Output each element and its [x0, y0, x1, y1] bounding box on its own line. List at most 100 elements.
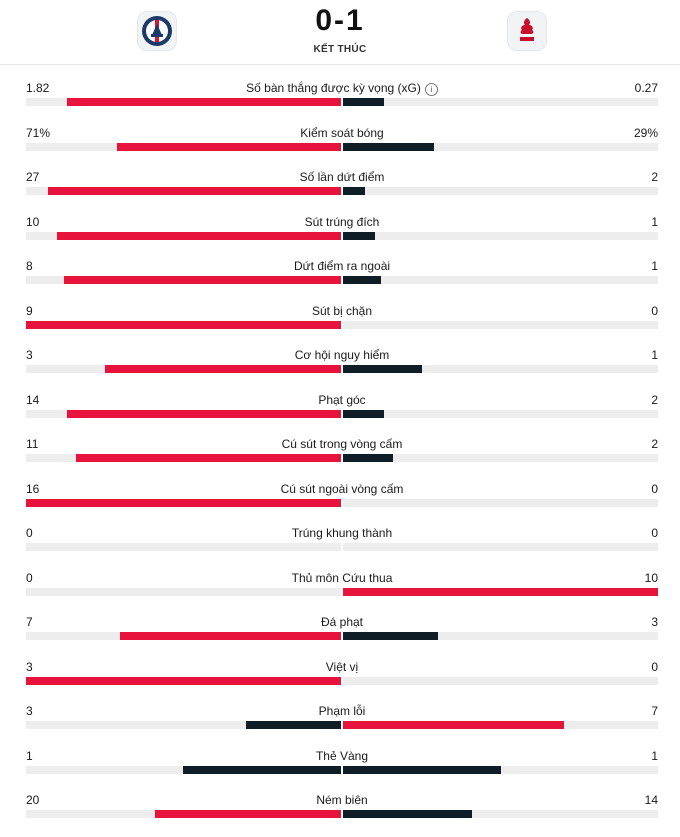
stat-row: 0 Thủ môn Cứu thua 10: [0, 571, 680, 615]
stat-label-text: Số lần dứt điểm: [299, 170, 385, 184]
away-value: 29%: [633, 126, 658, 140]
stat-label-text: Phạm lỗi: [318, 704, 366, 718]
home-bar-fill: [48, 187, 341, 195]
home-value: 3: [26, 660, 33, 674]
home-value: 14: [26, 393, 40, 407]
away-value: 2: [651, 393, 658, 407]
away-bar-track: [343, 98, 658, 106]
home-bar-track: [26, 365, 341, 373]
home-bar-fill: [76, 454, 341, 462]
home-bar-track: [26, 98, 341, 106]
away-bar-track: [343, 632, 658, 640]
stat-label: Phạt góc: [0, 393, 680, 407]
stat-label-text: Thẻ Vàng: [315, 749, 369, 763]
stat-label: Sút trúng đích: [0, 215, 680, 229]
away-bar-fill: [343, 276, 381, 284]
home-bar-fill: [26, 321, 341, 329]
away-value: 0: [651, 304, 658, 318]
away-bar-track: [343, 721, 658, 729]
stat-label: Việt vị: [0, 660, 680, 674]
home-value: 11: [26, 437, 39, 451]
stat-label-text: Thủ môn Cứu thua: [291, 571, 393, 585]
home-bar-track: [26, 766, 341, 774]
liverpool-crest-icon[interactable]: [507, 11, 547, 51]
away-bar-fill: [343, 766, 501, 774]
away-value: 0.27: [634, 81, 658, 95]
home-bar-fill: [183, 766, 341, 774]
home-value: 27: [26, 170, 40, 184]
away-bar-track: [343, 410, 658, 418]
stat-label-text: Đá phạt: [320, 615, 364, 629]
psg-crest-icon[interactable]: [137, 11, 177, 51]
stat-row: 11 Cú sút trong vòng cấm 2: [0, 437, 680, 481]
stat-label: Thẻ Vàng: [0, 749, 680, 763]
home-value: 3: [26, 704, 33, 718]
away-bar-track: [343, 321, 658, 329]
away-value: 1: [651, 259, 658, 273]
away-bar-fill: [343, 143, 434, 151]
info-icon[interactable]: i: [424, 83, 438, 96]
stat-label-text: Sút trúng đích: [304, 215, 380, 229]
stat-label-text: Việt vị: [325, 660, 359, 674]
stat-label: Số lần dứt điểm: [0, 170, 680, 184]
home-bar-fill: [246, 721, 341, 729]
home-value: 71%: [26, 126, 51, 140]
stat-row: 0 Trúng khung thành 0: [0, 526, 680, 570]
stat-row: 14 Phạt góc 2: [0, 393, 680, 437]
home-bar-fill: [26, 677, 341, 685]
away-bar-fill: [343, 98, 384, 106]
home-bar-track: [26, 499, 341, 507]
home-bar-track: [26, 410, 341, 418]
home-value: 8: [26, 259, 33, 273]
home-value: 0: [26, 526, 33, 540]
stat-row: 71% Kiểm soát bóng 29%: [0, 126, 680, 170]
away-bar-fill: [343, 454, 393, 462]
home-bar-track: [26, 810, 341, 818]
stat-label: Thủ môn Cứu thua: [0, 571, 680, 585]
away-value: 1: [651, 348, 658, 362]
stat-label: Trúng khung thành: [0, 526, 680, 540]
stat-row: 20 Ném biên 14: [0, 793, 680, 837]
away-bar-fill: [343, 810, 472, 818]
away-value: 0: [651, 526, 658, 540]
stat-label: Kiểm soát bóng: [0, 126, 680, 140]
away-bar-track: [343, 677, 658, 685]
away-value: 2: [651, 170, 658, 184]
stat-row: 8 Dứt điểm ra ngoài 1: [0, 259, 680, 303]
home-bar-track: [26, 632, 341, 640]
match-score: 0-1: [315, 4, 365, 37]
stat-row: 3 Cơ hội nguy hiểm 1: [0, 348, 680, 392]
away-bar-track: [343, 365, 658, 373]
match-header: 0-1 KẾT THÚC: [0, 0, 680, 64]
stat-row: 3 Phạm lỗi 7: [0, 704, 680, 748]
home-bar-track: [26, 677, 341, 685]
home-bar-fill: [117, 143, 341, 151]
away-value: 0: [651, 660, 658, 674]
away-bar-track: [343, 499, 658, 507]
home-value: 1: [26, 749, 33, 763]
stat-label: Dứt điểm ra ngoài: [0, 259, 680, 273]
away-value: 1: [651, 215, 658, 229]
stat-label: Ném biên: [0, 793, 680, 807]
away-value: 1: [651, 749, 658, 763]
stat-label-text: Dứt điểm ra ngoài: [293, 259, 391, 273]
stat-row: 7 Đá phạt 3: [0, 615, 680, 659]
home-bar-track: [26, 276, 341, 284]
stat-label: Phạm lỗi: [0, 704, 680, 718]
away-bar-fill: [343, 232, 375, 240]
home-bar-fill: [67, 98, 341, 106]
home-value: 20: [26, 793, 40, 807]
stat-row: 16 Cú sút ngoài vòng cấm 0: [0, 482, 680, 526]
stat-row: 1 Thẻ Vàng 1: [0, 749, 680, 793]
home-bar-fill: [120, 632, 341, 640]
header-divider: [0, 64, 680, 65]
stat-label: Số bàn thắng được kỳ vọng (xG) i: [0, 81, 680, 96]
home-value: 10: [26, 215, 40, 229]
home-bar-track: [26, 232, 341, 240]
away-bar-fill: [343, 721, 564, 729]
away-bar-track: [343, 143, 658, 151]
home-bar-track: [26, 543, 341, 551]
home-bar-fill: [57, 232, 341, 240]
stat-row: 10 Sút trúng đích 1: [0, 215, 680, 259]
home-value: 7: [26, 615, 33, 629]
